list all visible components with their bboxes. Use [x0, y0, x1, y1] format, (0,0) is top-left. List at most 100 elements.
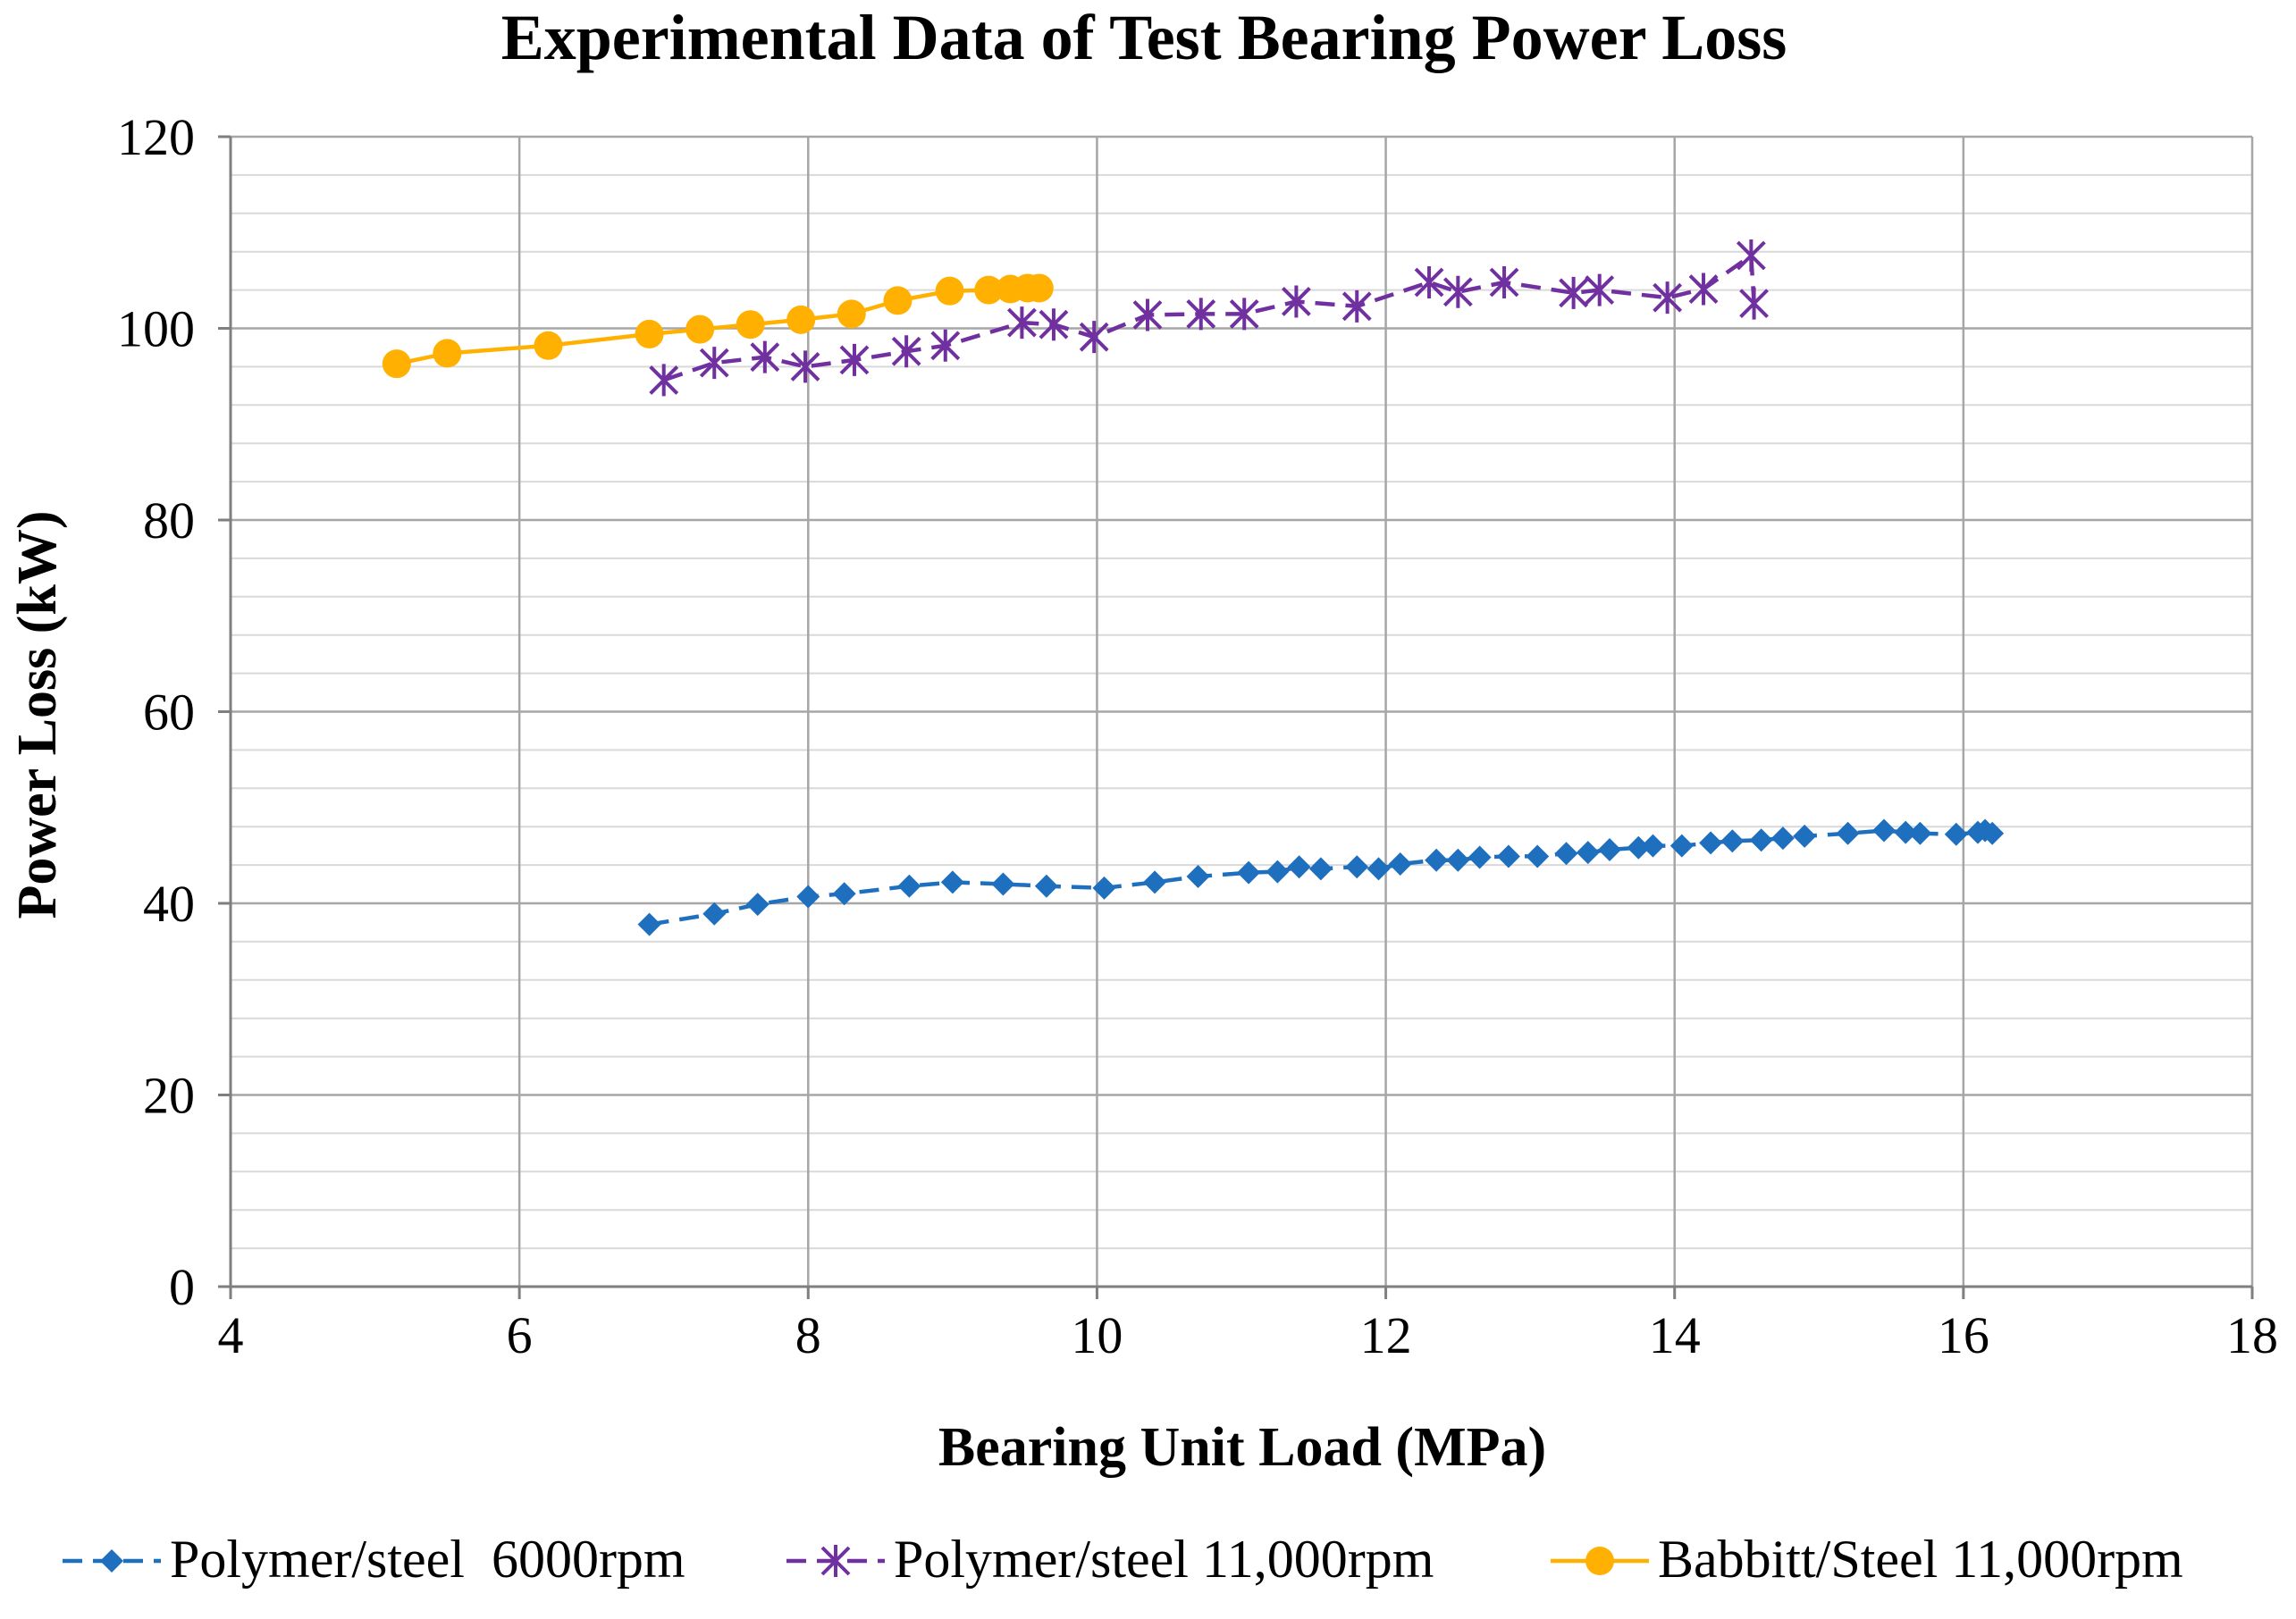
- asterisk-stroke: [790, 350, 820, 383]
- data-point: [1585, 273, 1615, 306]
- data-point: [974, 275, 1004, 305]
- data-point: [1554, 842, 1578, 866]
- asterisk-stroke: [1006, 306, 1037, 340]
- data-point: [1669, 834, 1694, 858]
- data-point: [1496, 844, 1520, 868]
- data-point: [1793, 824, 1817, 848]
- data-point: [1414, 266, 1444, 299]
- y-tick-label: 20: [143, 1067, 195, 1125]
- data-point: [1287, 855, 1311, 879]
- data-point: [685, 315, 715, 344]
- legend-label: Polymer/steel 11,000rpm: [894, 1530, 1434, 1589]
- data-point: [534, 331, 563, 360]
- asterisk-stroke: [891, 335, 921, 368]
- data-point: [786, 305, 816, 334]
- series-1: [649, 239, 1769, 397]
- data-point: [1308, 857, 1333, 881]
- data-point: [1688, 273, 1719, 306]
- data-point: [1526, 844, 1550, 868]
- x-tick-label: 18: [2226, 1306, 2278, 1364]
- data-point: [1699, 831, 1723, 855]
- data-point: [1468, 845, 1492, 869]
- x-tick-label: 8: [795, 1306, 821, 1364]
- data-point: [790, 350, 820, 383]
- x-tick-label: 14: [1649, 1306, 1701, 1364]
- data-point: [699, 347, 729, 380]
- asterisk-stroke: [1079, 321, 1109, 354]
- data-point: [832, 882, 856, 906]
- legend-swatch-marker: [820, 1545, 851, 1577]
- data-point: [1442, 275, 1473, 308]
- data-point: [736, 310, 765, 340]
- data-point: [1770, 826, 1795, 851]
- data-point: [940, 870, 964, 894]
- asterisk-stroke: [1229, 298, 1259, 331]
- data-point: [382, 349, 411, 379]
- data-point: [1143, 870, 1167, 894]
- asterisk-stroke: [649, 364, 679, 397]
- data-point: [637, 912, 661, 936]
- y-tick-label: 40: [143, 875, 195, 933]
- asterisk-stroke: [750, 340, 780, 373]
- data-point: [891, 335, 921, 368]
- data-point: [1132, 298, 1163, 331]
- asterisk-stroke: [1442, 275, 1473, 308]
- data-point: [1736, 239, 1766, 272]
- data-point: [1024, 273, 1054, 303]
- data-point: [1894, 820, 1918, 844]
- data-point: [1627, 835, 1651, 860]
- asterisk-stroke: [1281, 285, 1311, 318]
- data-point: [1281, 285, 1311, 318]
- asterisk-stroke: [1039, 308, 1069, 341]
- series-layer: [382, 239, 2005, 936]
- y-tick-label: 100: [117, 300, 195, 358]
- data-point: [1598, 837, 1622, 861]
- legend-swatch-marker: [100, 1549, 123, 1573]
- asterisk-stroke: [1186, 298, 1216, 331]
- asterisk-stroke: [820, 1545, 851, 1577]
- y-tick-label: 120: [117, 108, 195, 166]
- data-point: [897, 874, 921, 898]
- data-point: [883, 286, 913, 315]
- data-point: [1871, 818, 1896, 843]
- data-point: [1092, 876, 1116, 900]
- asterisk-stroke: [1585, 273, 1615, 306]
- data-point: [1186, 864, 1210, 888]
- asterisk-stroke: [1132, 298, 1163, 331]
- data-point: [1229, 298, 1259, 331]
- data-point: [1446, 848, 1470, 872]
- data-point: [1641, 834, 1665, 858]
- data-point: [839, 343, 870, 376]
- axis-layer: 4 6 8 10 12 14 16 18 0 20 40 60 80 100 120: [117, 108, 2278, 1364]
- data-point: [1739, 287, 1769, 320]
- data-point: [1341, 289, 1372, 323]
- x-tick-label: 6: [507, 1306, 533, 1364]
- asterisk-stroke: [1653, 281, 1683, 315]
- data-point: [1367, 857, 1391, 881]
- data-point: [1079, 321, 1109, 354]
- data-point: [1559, 276, 1589, 309]
- asterisk-stroke: [699, 347, 729, 380]
- x-tick-label: 16: [1938, 1306, 1989, 1364]
- data-point: [635, 319, 664, 348]
- x-tick-label: 12: [1360, 1306, 1412, 1364]
- data-point: [991, 872, 1015, 896]
- data-point: [1425, 848, 1449, 872]
- x-tick-label: 10: [1071, 1306, 1123, 1364]
- data-point: [702, 902, 727, 926]
- asterisk-stroke: [1688, 273, 1719, 306]
- data-point: [1006, 306, 1037, 340]
- data-point: [1039, 308, 1069, 341]
- data-point: [1981, 821, 2005, 845]
- data-point: [433, 339, 462, 368]
- data-point: [837, 299, 866, 329]
- asterisk-stroke: [1559, 276, 1589, 309]
- asterisk-stroke: [1736, 239, 1766, 272]
- data-point: [1237, 860, 1261, 885]
- data-point: [649, 364, 679, 397]
- data-point: [1489, 266, 1519, 299]
- y-tick-label: 60: [143, 684, 195, 742]
- data-point: [1749, 828, 1773, 852]
